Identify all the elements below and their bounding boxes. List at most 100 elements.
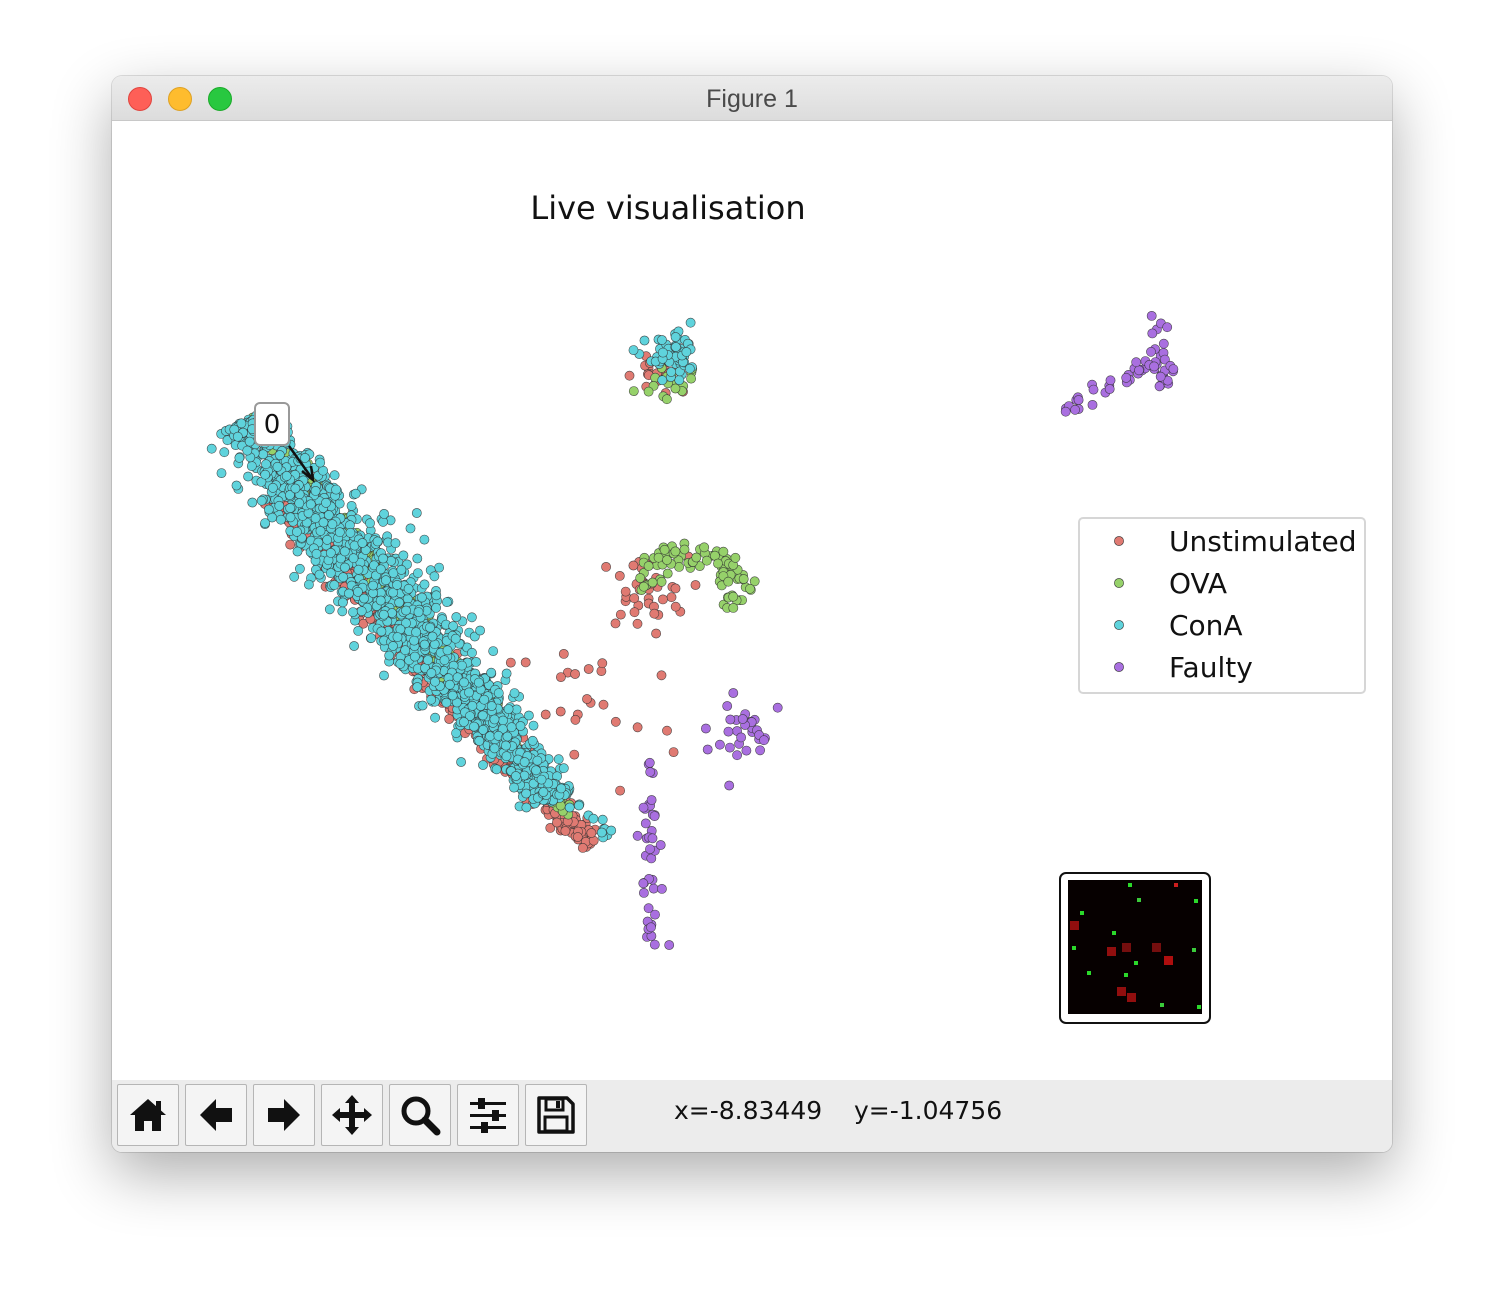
data-point-unstimulated: [668, 747, 679, 757]
data-point-cona: [427, 631, 438, 642]
data-point-cona: [380, 575, 391, 586]
data-point-faulty: [1087, 399, 1098, 410]
data-point-cona: [311, 548, 322, 559]
cell-image-pixel: [1128, 883, 1132, 887]
data-point-cona: [334, 527, 345, 538]
data-point-cona: [403, 583, 414, 594]
data-point-faulty: [646, 795, 657, 805]
data-point-ova: [670, 546, 681, 557]
data-point-faulty: [722, 701, 733, 711]
chart-title: Live visualisation: [530, 189, 805, 227]
data-point-unstimulated: [658, 594, 668, 605]
cell-image-inset: [1059, 872, 1211, 1024]
data-point-cona: [442, 645, 453, 656]
save-button[interactable]: [525, 1084, 587, 1146]
back-button[interactable]: [185, 1084, 247, 1146]
data-point-cona: [396, 564, 407, 575]
data-point-cona: [315, 457, 326, 468]
data-point-cona: [303, 579, 314, 590]
data-point-cona: [488, 646, 499, 656]
data-point-cona: [261, 459, 271, 470]
scatter-plot[interactable]: Live visualisation 0 Unstimulated OVA ConA…: [112, 121, 1392, 1080]
legend-label-cona: ConA: [1169, 609, 1243, 642]
data-point-cona: [324, 604, 335, 615]
data-point-cona: [588, 813, 599, 824]
data-point-cona: [430, 712, 440, 723]
data-point-unstimulated: [632, 618, 643, 629]
data-point-cona: [260, 469, 271, 480]
data-point-ova: [662, 568, 673, 579]
data-point-cona: [274, 450, 285, 460]
data-point-unstimulated: [615, 785, 625, 796]
window-title: Figure 1: [706, 85, 798, 113]
data-point-cona: [398, 550, 409, 561]
data-point-cona: [658, 347, 668, 358]
data-point-cona: [439, 655, 450, 666]
data-point-faulty: [1149, 361, 1159, 372]
data-point-cona: [409, 651, 420, 662]
data-point-cona: [267, 482, 278, 493]
cell-image-pixel: [1122, 943, 1131, 952]
data-point-faulty: [1168, 364, 1179, 374]
data-point-cona: [466, 612, 477, 623]
data-point-faulty: [1121, 372, 1132, 383]
forward-button[interactable]: [253, 1084, 315, 1146]
data-point-cona: [329, 470, 340, 481]
minimize-window-button[interactable]: [168, 87, 192, 111]
data-point-cona: [491, 764, 502, 775]
data-point-cona: [343, 588, 354, 599]
data-point-cona: [321, 497, 331, 508]
data-point-unstimulated: [560, 826, 571, 836]
data-point-cona: [434, 562, 444, 573]
configure-subplots-button[interactable]: [457, 1084, 519, 1146]
data-point-faulty: [741, 745, 752, 756]
data-point-unstimulated: [690, 580, 701, 590]
data-point-faulty: [664, 940, 675, 950]
data-point-cona: [532, 755, 543, 766]
data-point-cona: [674, 375, 685, 385]
data-point-cona: [666, 367, 677, 377]
data-point-faulty: [1147, 328, 1158, 339]
data-point-cona: [405, 523, 416, 534]
data-point-cona: [329, 580, 340, 590]
data-point-cona: [486, 667, 497, 678]
data-point-cona: [272, 461, 283, 472]
pan-button[interactable]: [321, 1084, 383, 1146]
data-point-cona: [450, 633, 461, 644]
y-coordinate: y=-1.04756: [853, 1096, 1003, 1125]
data-point-cona: [232, 431, 243, 442]
data-point-cona: [509, 782, 519, 793]
data-point-cona: [500, 740, 511, 751]
cell-image-pixel: [1134, 961, 1138, 965]
data-point-faulty: [725, 714, 736, 725]
data-point-cona: [366, 633, 376, 643]
data-point-ova: [738, 574, 749, 584]
data-point-cona: [281, 470, 292, 481]
data-point-unstimulated: [615, 609, 626, 620]
data-point-faulty: [645, 767, 656, 777]
data-point-cona: [467, 647, 477, 658]
data-point-unstimulated: [662, 725, 672, 736]
title-bar[interactable]: Figure 1: [112, 76, 1392, 121]
data-point-faulty: [728, 688, 739, 698]
data-point-cona: [394, 597, 405, 608]
data-point-cona: [387, 608, 397, 618]
plot-canvas[interactable]: Live visualisation 0 Unstimulated OVA ConA…: [112, 121, 1392, 1080]
data-point-cona: [258, 449, 268, 460]
zoom-button[interactable]: [389, 1084, 451, 1146]
data-point-cona: [498, 715, 508, 726]
data-point-cona: [503, 704, 514, 714]
cell-image-pixel: [1137, 898, 1141, 902]
maximize-window-button[interactable]: [208, 87, 232, 111]
close-window-button[interactable]: [128, 87, 152, 111]
data-point-cona: [573, 800, 584, 811]
data-point-cona: [356, 606, 367, 616]
data-point-ova: [686, 373, 696, 384]
data-point-cona: [339, 546, 350, 557]
data-point-cona: [348, 607, 358, 617]
data-point-cona: [234, 452, 245, 463]
legend-marker-ova: [1114, 578, 1124, 588]
home-button[interactable]: [117, 1084, 179, 1146]
cell-image-pixel: [1194, 899, 1198, 903]
data-point-cona: [536, 774, 547, 785]
